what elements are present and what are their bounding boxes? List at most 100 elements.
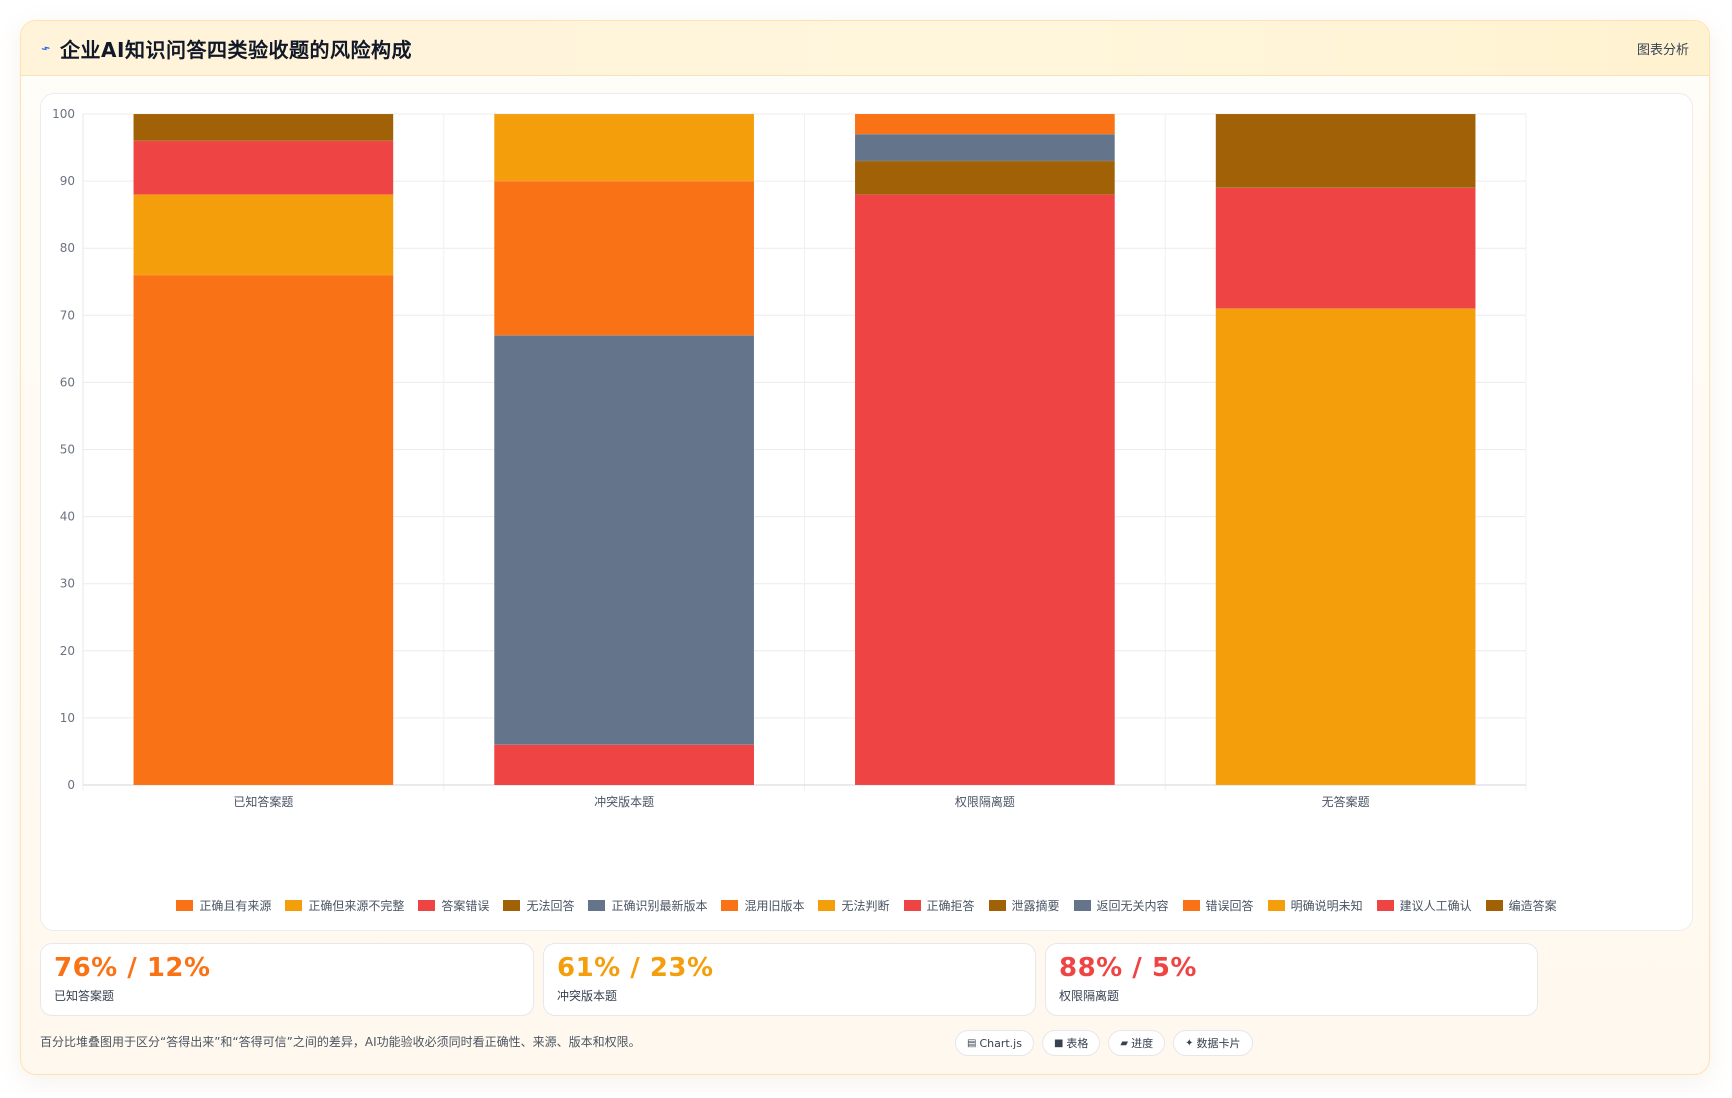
legend-item[interactable]: 正确识别最新版本 (588, 897, 707, 914)
legend-label: 明确说明未知 (1290, 899, 1363, 913)
x-tick-label: 已知答案题 (233, 794, 293, 809)
bar-segment (854, 160, 1115, 195)
stat-value: 76% / 12% (54, 953, 211, 983)
legend-swatch (503, 900, 521, 911)
legend-item[interactable]: 正确且有来源 (176, 897, 271, 914)
bar-segment (133, 140, 394, 195)
legend-label: 正确但来源不完整 (308, 899, 405, 913)
y-tick-label: 10 (60, 711, 75, 725)
legend-swatch (1485, 900, 1503, 911)
legend-swatch (1376, 900, 1394, 911)
legend-label: 正确拒答 (926, 899, 975, 913)
chart-panel: 0 10 20 30 40 50 60 70 80 90 100 已知答案题 冲突版本题 权限隔离题 无答案… (40, 93, 1693, 931)
stat-card: 88% / 5% 权限隔离题 (1045, 943, 1538, 1016)
legend-swatch (988, 900, 1006, 911)
legend-swatch (903, 900, 921, 911)
card-header: ⌁ 企业AI知识问答四类验收题的风险构成 图表分析 (21, 21, 1709, 76)
tech-chips: ▤ Chart.js ■ 表格 ▰ 进度 ✦ 数据卡片 (955, 1030, 1253, 1056)
chip-chart[interactable]: ▤ Chart.js (955, 1030, 1034, 1056)
legend-item[interactable]: 正确但来源不完整 (285, 897, 404, 914)
y-tick-label: 0 (67, 778, 75, 792)
chip-label: 进度 (1131, 1037, 1154, 1050)
legend-item[interactable]: 答案错误 (418, 897, 489, 914)
bar-segment (854, 194, 1115, 786)
chart-analysis-link[interactable]: 图表分析 (1636, 42, 1689, 58)
legend-item[interactable]: 无法回答 (503, 897, 574, 914)
chip-label: 数据卡片 (1196, 1037, 1241, 1050)
legend-swatch (1182, 900, 1200, 911)
legend-item[interactable]: 正确拒答 (903, 897, 975, 914)
y-tick-label: 30 (60, 577, 75, 591)
bar-segment (494, 113, 755, 182)
legend-swatch (285, 900, 303, 911)
legend-label: 编造答案 (1508, 899, 1557, 913)
legend-label: 答案错误 (441, 899, 490, 913)
legend-label: 正确且有来源 (199, 899, 272, 913)
legend-item[interactable]: 建议人工确认 (1376, 897, 1472, 914)
chart-card: ⌁ 企业AI知识问答四类验收题的风险构成 图表分析 0 10 20 30 40 50 60 7… (20, 20, 1710, 1075)
chip-progress[interactable]: ▰ 进度 (1108, 1030, 1166, 1056)
sparkle-icon: ✦ (1185, 1037, 1194, 1049)
legend-label: 返回无关内容 (1096, 899, 1169, 913)
chip-label: 表格 (1066, 1037, 1089, 1050)
legend-item[interactable]: 错误回答 (1182, 897, 1254, 914)
bar-segment (1215, 308, 1476, 786)
bar-segment (1215, 187, 1476, 309)
x-tick-label: 冲突版本题 (594, 794, 654, 809)
bar-segment (494, 744, 754, 785)
chip-table[interactable]: ■ 表格 (1041, 1030, 1101, 1056)
chip-sparkle[interactable]: ✦ 数据卡片 (1173, 1030, 1253, 1056)
legend-label: 无法回答 (526, 899, 575, 913)
y-tick-label: 90 (60, 174, 75, 188)
stat-cards: 76% / 12% 已知答案题 61% / 23% 冲突版本题 88% / 5% 权限隔离… (40, 943, 1693, 1017)
stat-value: 88% / 5% (1059, 953, 1197, 983)
y-tick-label: 80 (60, 241, 75, 255)
legend-label: 正确识别最新版本 (611, 899, 708, 913)
stat-card: 61% / 23% 冲突版本题 (543, 943, 1036, 1016)
y-tick-label: 40 (60, 510, 75, 524)
y-tick-label: 100 (52, 107, 75, 121)
bar-segment (494, 180, 755, 336)
x-tick-label: 无答案题 (1322, 794, 1370, 809)
y-tick-label: 70 (60, 308, 75, 322)
trend-icon: ⌁ (38, 37, 53, 59)
table-icon: ■ (1053, 1037, 1064, 1049)
legend-label: 建议人工确认 (1399, 899, 1472, 913)
bar-segment (133, 113, 394, 142)
stat-label: 已知答案题 (54, 989, 115, 1003)
chip-label: Chart.js (979, 1036, 1022, 1050)
legend-item[interactable]: 泄露摘要 (988, 897, 1060, 914)
stat-card: 76% / 12% 已知答案题 (40, 943, 534, 1016)
x-tick-label: 权限隔离题 (955, 794, 1015, 809)
bar-segment (854, 113, 1115, 135)
stat-value: 61% / 23% (557, 953, 714, 983)
legend-item[interactable]: 返回无关内容 (1073, 897, 1169, 914)
chart-icon: ▤ (967, 1037, 977, 1049)
chart-legend: 正确且有来源 正确但来源不完整 答案错误 无法回答 正确识别最新版本 混用旧版本 无法判断 正… (41, 897, 1692, 914)
legend-item[interactable]: 编造答案 (1485, 897, 1557, 914)
legend-label: 泄露摘要 (1011, 899, 1060, 913)
legend-item[interactable]: 明确说明未知 (1267, 897, 1363, 914)
legend-label: 错误回答 (1205, 899, 1254, 913)
legend-swatch (176, 900, 194, 911)
bar-segment (133, 194, 394, 276)
stacked-bar-chart: 0 10 20 30 40 50 60 70 80 90 100 已知答案题 冲突版本题 权限隔离题 无答案… (52, 107, 1527, 809)
bar-segment (133, 274, 394, 786)
y-tick-label: 20 (60, 644, 75, 658)
stat-label: 冲突版本题 (557, 989, 618, 1003)
legend-label: 无法判断 (841, 899, 890, 913)
legend-swatch (721, 900, 739, 911)
y-tick-label: 50 (60, 443, 75, 457)
bar-segment (1215, 113, 1476, 189)
legend-swatch (1073, 900, 1091, 911)
legend-swatch (588, 900, 606, 911)
y-tick-label: 60 (60, 375, 75, 389)
chart-title: 企业AI知识问答四类验收题的风险构成 (60, 37, 412, 62)
legend-item[interactable]: 混用旧版本 (721, 897, 804, 914)
legend-swatch (1267, 900, 1285, 911)
legend-swatch (418, 900, 436, 911)
legend-item[interactable]: 无法判断 (818, 897, 890, 914)
bar-segment (494, 335, 755, 745)
bar-segment (854, 133, 1115, 162)
stat-label: 权限隔离题 (1059, 989, 1120, 1003)
